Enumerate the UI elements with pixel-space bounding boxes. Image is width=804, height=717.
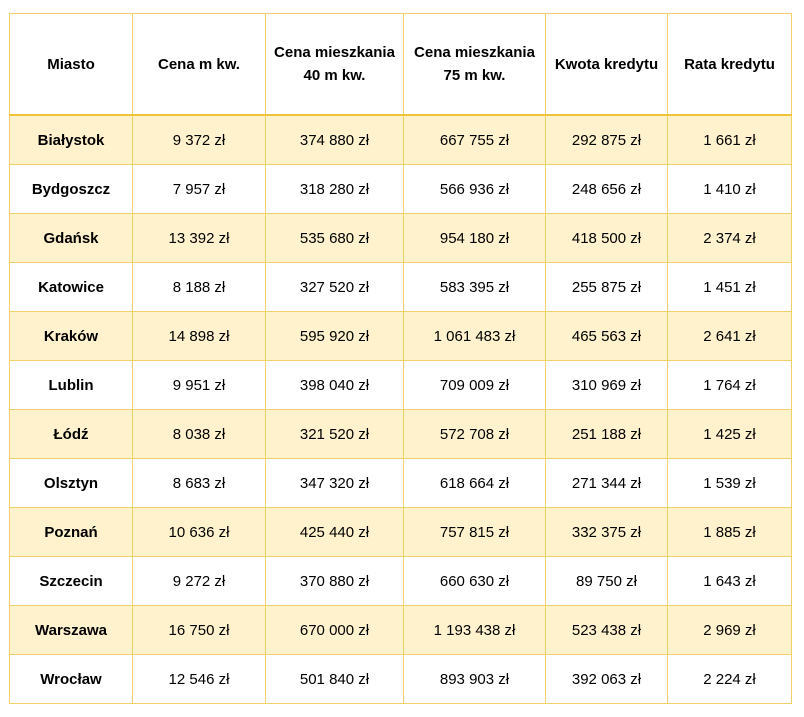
cell-loan-amount: 392 063 zł — [545, 654, 668, 704]
cell-city: Łódź — [9, 409, 133, 459]
cell-loan-installment: 1 885 zł — [667, 507, 792, 557]
cell-loan-amount: 418 500 zł — [545, 213, 668, 263]
header-city: Miasto — [9, 13, 133, 116]
cell-loan-installment: 2 374 zł — [667, 213, 792, 263]
cell-city: Olsztyn — [9, 458, 133, 508]
cell-price-per-sqm: 9 951 zł — [132, 360, 266, 410]
cell-price-40-sqm: 370 880 zł — [265, 556, 404, 606]
cell-loan-amount: 248 656 zł — [545, 164, 668, 214]
table-row: Szczecin 9 272 zł 370 880 zł 660 630 zł 89 7… — [9, 556, 792, 606]
cell-price-40-sqm: 374 880 zł — [265, 114, 404, 165]
cell-price-40-sqm: 501 840 zł — [265, 654, 404, 704]
cell-price-75-sqm: 1 193 438 zł — [403, 605, 546, 655]
cell-loan-amount: 271 344 zł — [545, 458, 668, 508]
table-row: Poznań 10 636 zł 425 440 zł 757 815 zł 332 3… — [9, 507, 792, 557]
cell-price-75-sqm: 709 009 zł — [403, 360, 546, 410]
cell-loan-amount: 89 750 zł — [545, 556, 668, 606]
table-header-row: Miasto Cena m kw. Cena mieszkania 40 m k… — [9, 13, 792, 116]
cell-loan-amount: 332 375 zł — [545, 507, 668, 557]
cell-loan-amount: 310 969 zł — [545, 360, 668, 410]
cell-city: Warszawa — [9, 605, 133, 655]
cell-price-40-sqm: 347 320 zł — [265, 458, 404, 508]
table-row: Katowice 8 188 zł 327 520 zł 583 395 zł 255 … — [9, 262, 792, 312]
header-price-75-sqm: Cena mieszkania 75 m kw. — [403, 13, 546, 116]
cell-price-40-sqm: 327 520 zł — [265, 262, 404, 312]
cell-price-75-sqm: 583 395 zł — [403, 262, 546, 312]
header-loan-amount: Kwota kredytu — [545, 13, 668, 116]
cell-price-75-sqm: 893 903 zł — [403, 654, 546, 704]
cell-city: Katowice — [9, 262, 133, 312]
apartment-price-table: Miasto Cena m kw. Cena mieszkania 40 m k… — [9, 13, 792, 704]
cell-price-per-sqm: 16 750 zł — [132, 605, 266, 655]
cell-price-75-sqm: 954 180 zł — [403, 213, 546, 263]
cell-loan-installment: 2 224 zł — [667, 654, 792, 704]
cell-city: Wrocław — [9, 654, 133, 704]
header-loan-installment: Rata kredytu — [667, 13, 792, 116]
table-row: Białystok 9 372 zł 374 880 zł 667 755 zł 292… — [9, 114, 792, 165]
cell-loan-installment: 1 451 zł — [667, 262, 792, 312]
cell-loan-installment: 2 969 zł — [667, 605, 792, 655]
cell-price-75-sqm: 618 664 zł — [403, 458, 546, 508]
table-row: Łódź 8 038 zł 321 520 zł 572 708 zł 251 188 … — [9, 409, 792, 459]
cell-price-per-sqm: 14 898 zł — [132, 311, 266, 361]
cell-city: Lublin — [9, 360, 133, 410]
cell-price-75-sqm: 566 936 zł — [403, 164, 546, 214]
cell-loan-installment: 1 425 zł — [667, 409, 792, 459]
cell-loan-amount: 255 875 zł — [545, 262, 668, 312]
cell-price-75-sqm: 757 815 zł — [403, 507, 546, 557]
table-row: Warszawa 16 750 zł 670 000 zł 1 193 438 zł 5… — [9, 605, 792, 655]
table-row: Gdańsk 13 392 zł 535 680 zł 954 180 zł 418 5… — [9, 213, 792, 263]
cell-price-per-sqm: 9 272 zł — [132, 556, 266, 606]
cell-price-per-sqm: 8 038 zł — [132, 409, 266, 459]
cell-price-40-sqm: 398 040 zł — [265, 360, 404, 410]
cell-price-75-sqm: 660 630 zł — [403, 556, 546, 606]
cell-price-per-sqm: 9 372 zł — [132, 114, 266, 165]
cell-price-40-sqm: 318 280 zł — [265, 164, 404, 214]
cell-city: Białystok — [9, 114, 133, 165]
cell-price-75-sqm: 1 061 483 zł — [403, 311, 546, 361]
table-body: Białystok 9 372 zł 374 880 zł 667 755 zł 292… — [9, 114, 792, 704]
table-row: Wrocław 12 546 zł 501 840 zł 893 903 zł 392 … — [9, 654, 792, 704]
header-price-per-sqm: Cena m kw. — [132, 13, 266, 116]
cell-loan-amount: 523 438 zł — [545, 605, 668, 655]
cell-price-per-sqm: 13 392 zł — [132, 213, 266, 263]
cell-price-40-sqm: 670 000 zł — [265, 605, 404, 655]
cell-city: Bydgoszcz — [9, 164, 133, 214]
table-row: Bydgoszcz 7 957 zł 318 280 zł 566 936 zł 248… — [9, 164, 792, 214]
cell-price-per-sqm: 8 683 zł — [132, 458, 266, 508]
cell-loan-installment: 1 410 zł — [667, 164, 792, 214]
cell-price-75-sqm: 572 708 zł — [403, 409, 546, 459]
cell-loan-installment: 2 641 zł — [667, 311, 792, 361]
cell-loan-amount: 465 563 zł — [545, 311, 668, 361]
cell-price-40-sqm: 535 680 zł — [265, 213, 404, 263]
cell-price-per-sqm: 8 188 zł — [132, 262, 266, 312]
cell-price-per-sqm: 7 957 zł — [132, 164, 266, 214]
table-row: Olsztyn 8 683 zł 347 320 zł 618 664 zł 271 3… — [9, 458, 792, 508]
table-row: Kraków 14 898 zł 595 920 zł 1 061 483 zł 465… — [9, 311, 792, 361]
cell-price-40-sqm: 595 920 zł — [265, 311, 404, 361]
cell-city: Kraków — [9, 311, 133, 361]
cell-loan-installment: 1 661 zł — [667, 114, 792, 165]
cell-city: Szczecin — [9, 556, 133, 606]
cell-loan-installment: 1 539 zł — [667, 458, 792, 508]
table-row: Lublin 9 951 zł 398 040 zł 709 009 zł 310 96… — [9, 360, 792, 410]
cell-price-40-sqm: 425 440 zł — [265, 507, 404, 557]
cell-city: Gdańsk — [9, 213, 133, 263]
cell-loan-amount: 251 188 zł — [545, 409, 668, 459]
cell-price-per-sqm: 12 546 zł — [132, 654, 266, 704]
cell-price-75-sqm: 667 755 zł — [403, 114, 546, 165]
cell-loan-installment: 1 643 zł — [667, 556, 792, 606]
cell-city: Poznań — [9, 507, 133, 557]
cell-loan-amount: 292 875 zł — [545, 114, 668, 165]
cell-price-per-sqm: 10 636 zł — [132, 507, 266, 557]
cell-loan-installment: 1 764 zł — [667, 360, 792, 410]
cell-price-40-sqm: 321 520 zł — [265, 409, 404, 459]
header-price-40-sqm: Cena mieszkania 40 m kw. — [265, 13, 404, 116]
